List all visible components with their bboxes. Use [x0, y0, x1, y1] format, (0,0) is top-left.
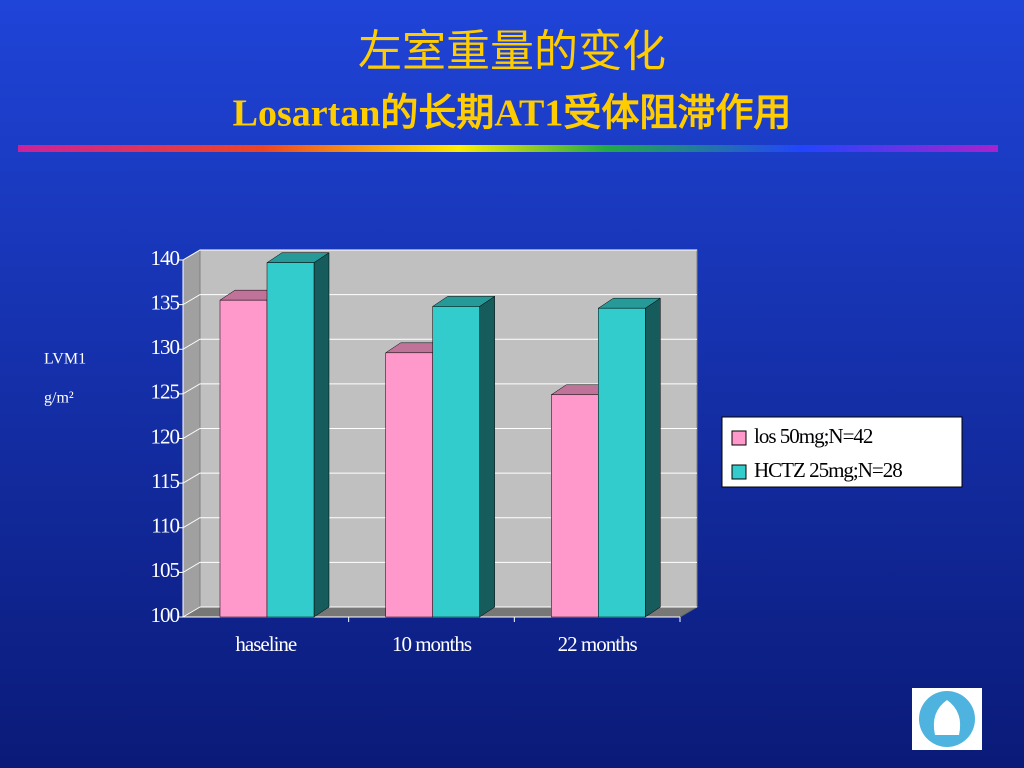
logo — [912, 688, 982, 750]
grid-line — [182, 472, 697, 484]
grid-line — [182, 294, 697, 306]
bar-front — [432, 306, 480, 618]
legend-box — [721, 416, 963, 488]
bar-side — [479, 295, 495, 618]
bar — [597, 297, 662, 618]
y-tick-label: 125 — [151, 380, 180, 404]
grid-line — [182, 517, 697, 529]
grid-line — [182, 606, 697, 618]
legend-swatch — [731, 430, 747, 446]
grid-line — [182, 338, 697, 350]
y-label: g/m² — [44, 390, 74, 407]
bar-front — [598, 307, 646, 618]
subtitle: Losartan的长期AT1受体阻滞作用 — [233, 93, 792, 135]
x-tick-label: 10 months — [392, 632, 472, 656]
y-label: LVM1 — [44, 351, 86, 368]
divider — [18, 145, 998, 152]
grid-line — [182, 561, 697, 573]
x-tick-label: haseline — [235, 632, 296, 656]
bar-side — [313, 252, 330, 618]
legend-label: HCTZ 25mg;N=28 — [754, 458, 902, 482]
grid-line — [182, 428, 697, 439]
legend-swatch — [731, 464, 747, 480]
grid-line — [182, 383, 697, 395]
y-tick-label: 120 — [151, 424, 180, 448]
y-tick-label: 115 — [151, 469, 179, 493]
bar-front — [219, 299, 268, 618]
bar — [431, 295, 496, 618]
y-tick-label: 130 — [151, 335, 180, 359]
x-tick-label: 22 months — [558, 632, 638, 656]
bar — [266, 252, 330, 618]
y-tick-label: 135 — [151, 290, 180, 314]
bar-side — [645, 297, 661, 618]
y-tick-label: 140 — [151, 246, 180, 270]
y-tick-label: 105 — [151, 558, 180, 582]
bar-front — [551, 394, 599, 618]
grid-line — [182, 249, 697, 261]
bar-front — [266, 262, 315, 618]
y-tick-label: 110 — [151, 514, 179, 538]
y-tick-label: 100 — [151, 603, 180, 627]
bar-front — [385, 352, 433, 618]
legend-label: los 50mg;N=42 — [754, 424, 873, 448]
title: 左室重量的变化 — [358, 27, 666, 76]
